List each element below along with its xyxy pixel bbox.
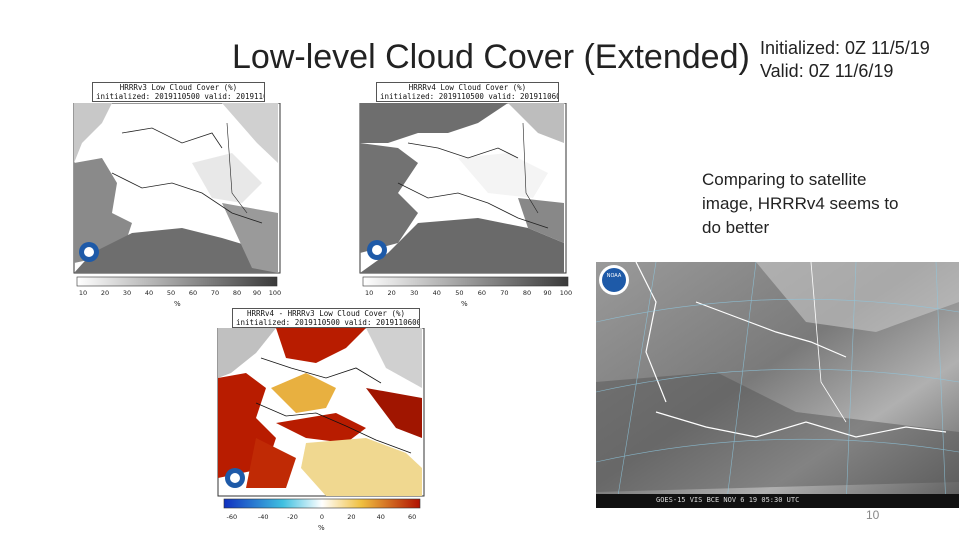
tick: 0 (319, 513, 325, 521)
tick: 40 (432, 289, 441, 297)
hrrrv3-colorbar-ticks: 10 20 30 40 50 60 70 80 90 100 (77, 289, 281, 299)
tick: 50 (166, 289, 176, 297)
hrrrv3-panel: HRRRv3 Low Cloud Cover (%) initialized: … (72, 82, 284, 312)
hrrrv4-unit: % (461, 300, 468, 308)
hrrrv4-panel-header: HRRRv4 Low Cloud Cover (%) initialized: … (376, 82, 559, 102)
diff-subtitle: initialized: 2019110500 valid: 201911060… (236, 318, 420, 327)
diff-unit: % (318, 524, 325, 532)
diff-panel: HRRRv4 - HRRRv3 Low Cloud Cover (%) init… (216, 308, 426, 540)
satellite-image: NOAA GOES-15 VIS BCE NOV 6 19 05:30 UTC (596, 262, 959, 508)
hrrrv4-subtitle: initialized: 2019110500 valid: 201911060… (380, 92, 558, 101)
comparison-note: Comparing to satellite image, HRRRv4 see… (702, 170, 899, 237)
diff-map (217, 328, 425, 509)
tick: 70 (500, 289, 509, 297)
initialized-time: Initialized: 0Z 11/5/19 (760, 38, 930, 58)
hrrrv3-unit: % (174, 300, 181, 308)
tick: 100 (268, 289, 282, 297)
tick: 10 (78, 289, 88, 297)
hrrrv3-subtitle: initialized: 2019110500 valid: 201911060… (96, 92, 264, 101)
noaa-logo-text: NOAA (606, 273, 622, 279)
run-info: Initialized: 0Z 11/5/19 Valid: 0Z 11/6/1… (760, 37, 930, 83)
tick: -60 (226, 513, 238, 521)
hrrrv3-map (73, 103, 281, 287)
hrrrv3-title: HRRRv3 Low Cloud Cover (%) (119, 83, 238, 92)
tick: 50 (455, 289, 464, 297)
tick: 100 (559, 289, 573, 297)
tick: 70 (210, 289, 220, 297)
hrrrv4-title: HRRRv4 Low Cloud Cover (%) (408, 83, 527, 92)
tick: 60 (477, 289, 487, 297)
tick: 30 (122, 289, 132, 297)
tick: -40 (257, 513, 269, 521)
hrrrv4-colorbar-ticks: 10 20 30 40 50 60 70 80 90 100 (363, 289, 572, 299)
satellite-image-graphic (596, 262, 959, 508)
hrrrv4-panel: HRRRv4 Low Cloud Cover (%) initialized: … (358, 82, 573, 312)
tick: 20 (387, 289, 396, 297)
tick: 20 (347, 513, 356, 521)
slide-title: Low-level Cloud Cover (Extended) (232, 38, 750, 76)
hrrrv4-map (359, 103, 569, 287)
tick: 60 (188, 289, 198, 297)
diff-colorbar-ticks: -60 -40 -20 0 20 40 60 (224, 513, 420, 523)
satellite-footer: GOES-15 VIS BCE NOV 6 19 05:30 UTC (656, 496, 800, 504)
diff-panel-header: HRRRv4 - HRRRv3 Low Cloud Cover (%) init… (232, 308, 420, 328)
tick: 30 (410, 289, 419, 297)
tick: 40 (376, 513, 385, 521)
diff-title: HRRRv4 - HRRRv3 Low Cloud Cover (%) (246, 309, 406, 318)
page-number: 10 (866, 508, 880, 522)
tick: 90 (252, 289, 262, 297)
tick: 90 (543, 289, 552, 297)
tick: 10 (365, 289, 374, 297)
valid-time: Valid: 0Z 11/6/19 (760, 61, 894, 81)
tick: -20 (287, 513, 298, 521)
tick: 80 (522, 289, 532, 297)
hrrrv3-panel-header: HRRRv3 Low Cloud Cover (%) initialized: … (92, 82, 265, 102)
tick: 20 (100, 289, 110, 297)
tick: 40 (144, 289, 154, 297)
tick: 60 (408, 513, 417, 521)
tick: 80 (232, 289, 242, 297)
